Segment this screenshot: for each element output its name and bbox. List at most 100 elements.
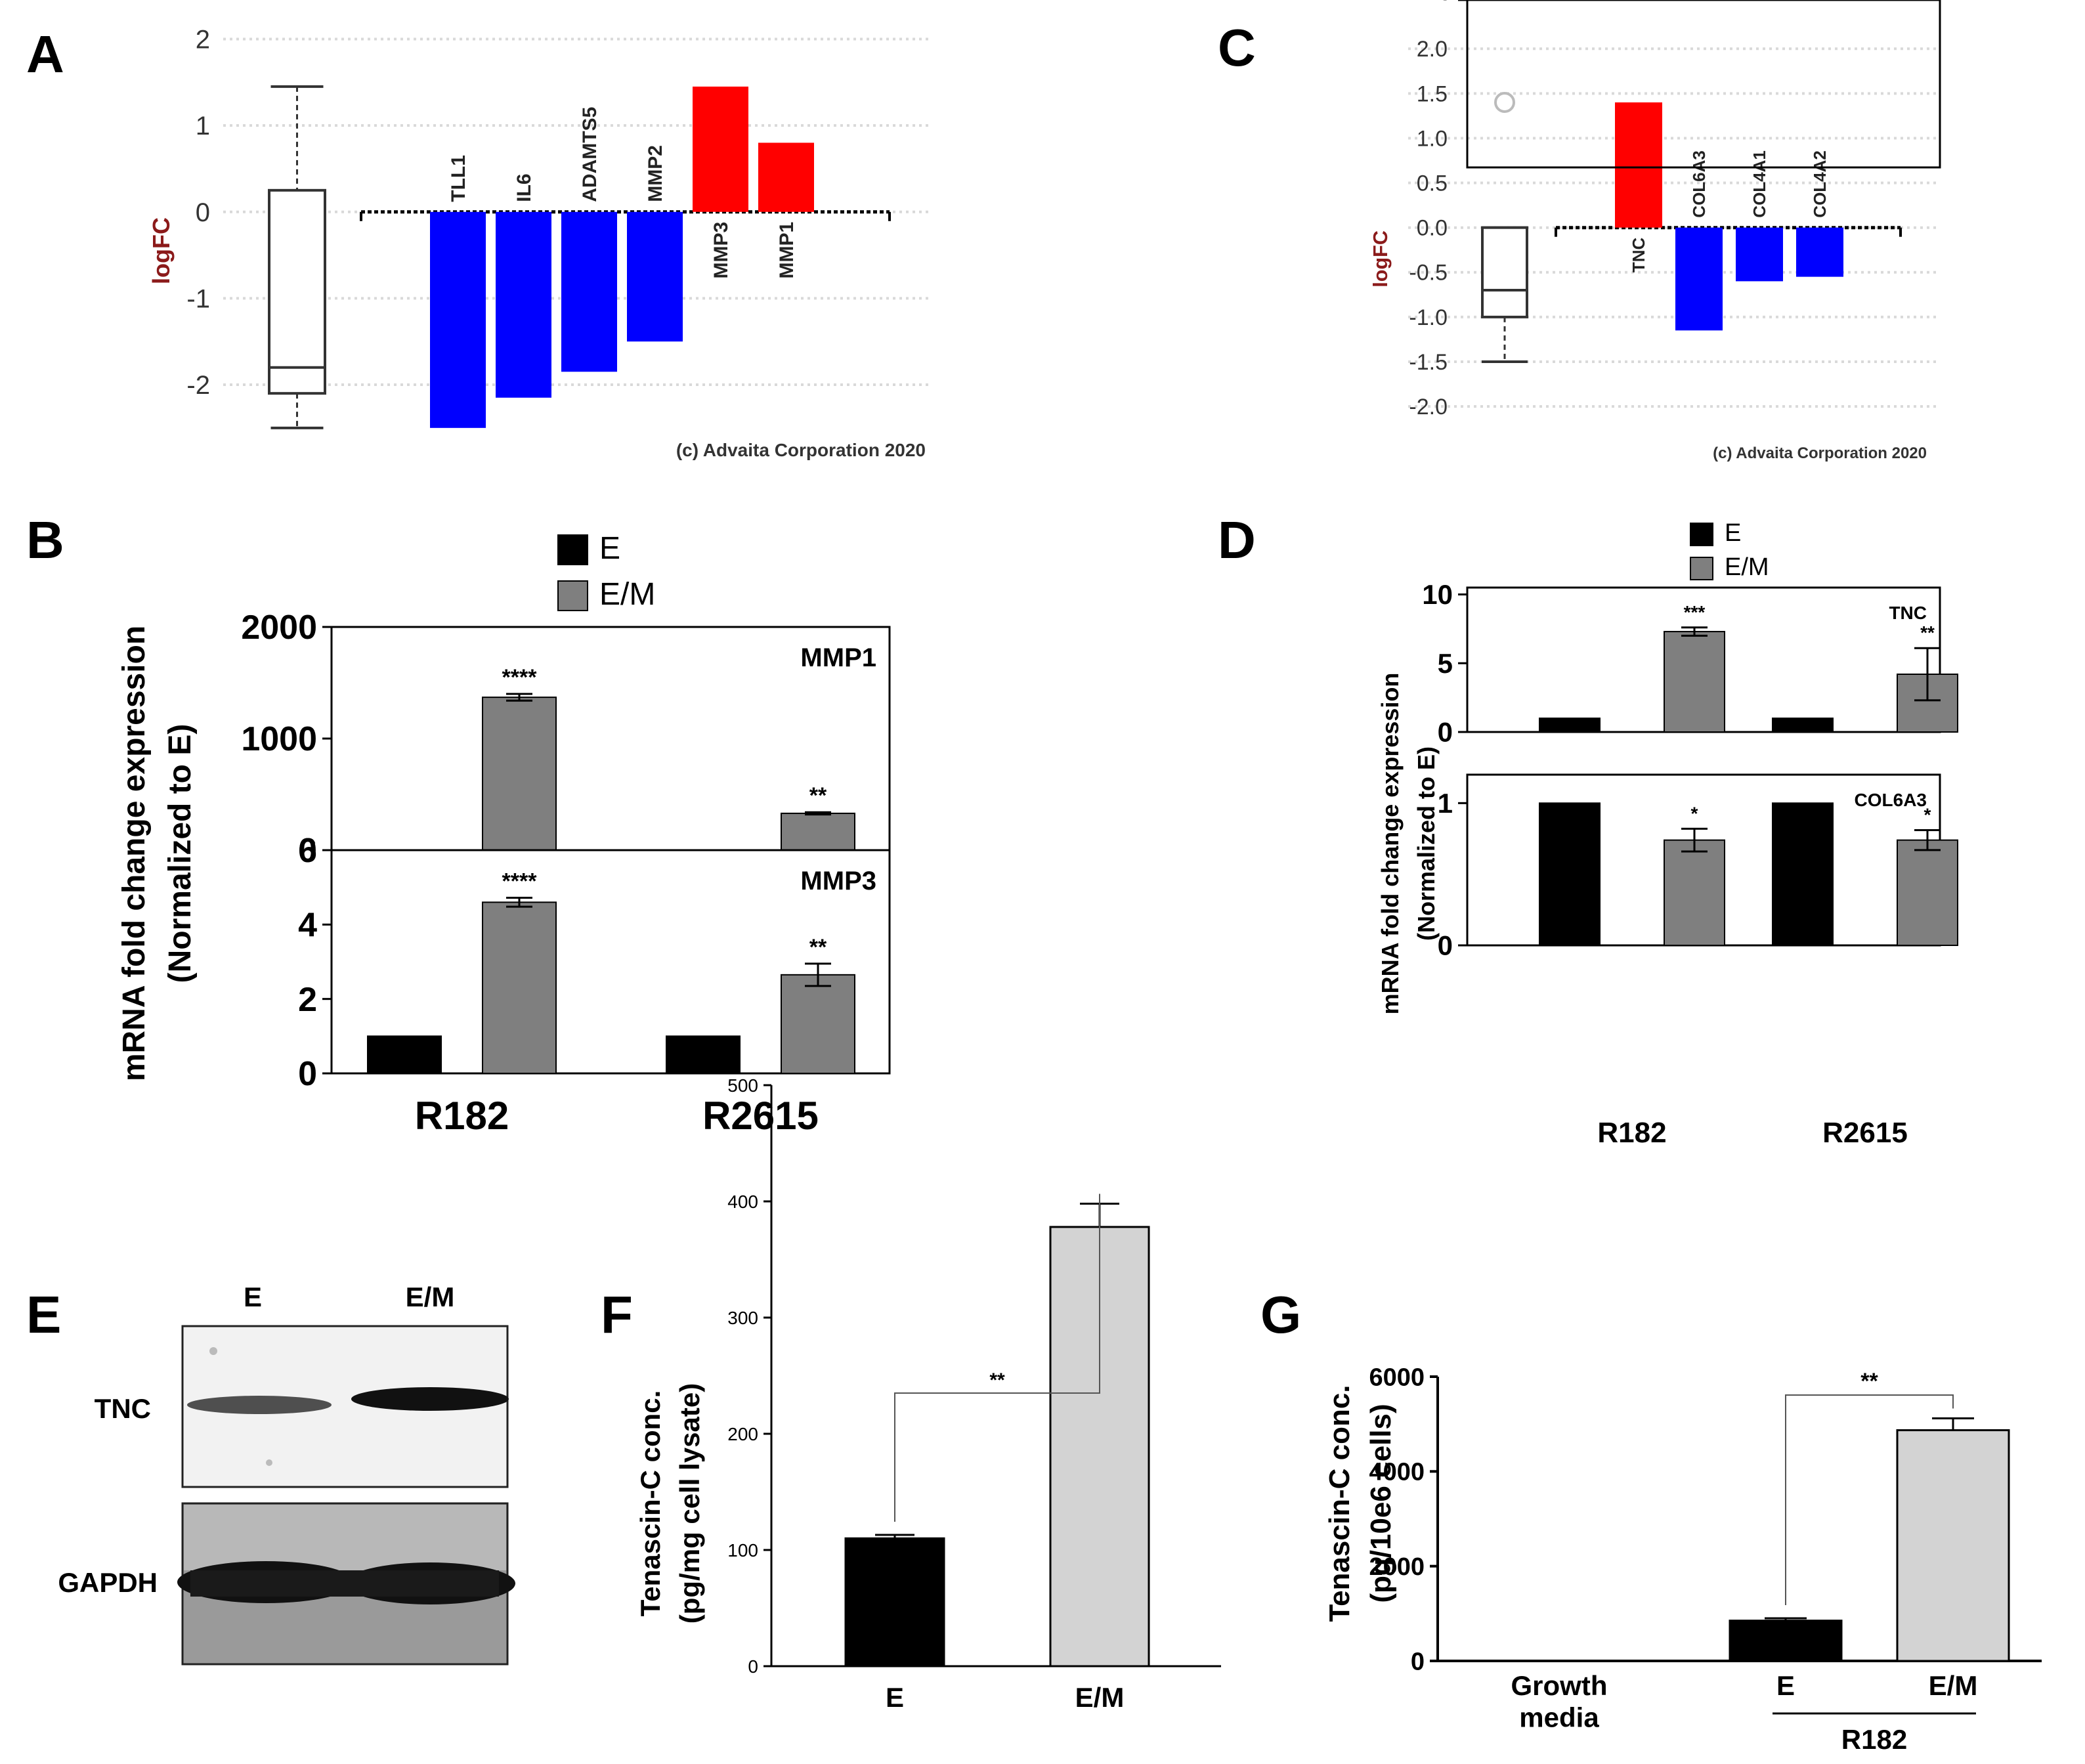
bar: [482, 901, 557, 1075]
blot-speck: [266, 1459, 272, 1466]
y-axis-label: logFC: [1369, 230, 1392, 288]
panel-label-d: D: [1218, 511, 1256, 569]
y-axis-label: mRNA fold change expression: [117, 626, 152, 1081]
significance-bracket: [1785, 1394, 1954, 1606]
gene-label: IL6: [513, 173, 535, 202]
panel-label-a: A: [26, 25, 64, 83]
subplot-frame: [1466, 0, 1941, 169]
panel-c-logfc-chart: 2.0 1.5 1.0 0.5 0.0 -0.5 -1.0 -1.5 -2.0 logFC TNC C…: [1369, 37, 1937, 462]
x-category-label: E/M: [1075, 1682, 1125, 1713]
y-tick-label: 0: [298, 1055, 317, 1093]
legend-label: E/M: [1725, 553, 1769, 581]
y-axis-label-secondary: (Normalized to E): [1413, 746, 1440, 941]
gene-label: COL6A3: [1855, 790, 1927, 810]
bar: [781, 812, 855, 851]
y-tick-label: 0: [1411, 1648, 1425, 1675]
y-tick-label: 400: [727, 1192, 758, 1212]
logfc-bar: [1736, 227, 1783, 282]
logfc-bar: [1675, 227, 1723, 331]
y-tick-label: 300: [727, 1308, 758, 1328]
x-category-label: R2615: [702, 1094, 819, 1138]
bar: [1539, 718, 1601, 733]
significance-label: *: [1691, 803, 1698, 823]
logfc-bar: [1796, 227, 1843, 277]
y-tick-label: -2.0: [1409, 395, 1448, 419]
blot-lane-label: E: [244, 1281, 262, 1312]
panel-a-logfc-chart: 2 1 0 -1 -2 logFC TLL1 IL6 ADAMTS5 MMP2 MMP3 MMP1 (c…: [148, 25, 932, 460]
significance-label: **: [989, 1369, 1005, 1391]
panel-e-western-blot: E E/M TNC GAPDH: [58, 1281, 515, 1666]
x-category-label: R182: [1597, 1117, 1666, 1149]
panel-label-f: F: [601, 1285, 633, 1344]
y-tick-label: 0: [1438, 717, 1453, 748]
panel-label-b: B: [26, 511, 64, 569]
y-tick-label: 0.5: [1417, 171, 1448, 196]
legend-swatch: [1690, 523, 1713, 546]
gene-label: MMP1: [776, 222, 798, 279]
y-tick-label: -1: [186, 284, 210, 313]
significance-label: ***: [1684, 602, 1706, 622]
blot-band: [187, 1396, 332, 1414]
y-tick-label: 6000: [1369, 1364, 1425, 1391]
significance-label: ****: [502, 869, 538, 894]
gene-label: MMP3: [800, 867, 876, 895]
y-tick-label: -1.5: [1409, 350, 1448, 375]
blot-membrane-shade: [184, 1505, 506, 1570]
blot-band: [190, 1570, 499, 1597]
significance-label: **: [1860, 1369, 1878, 1394]
gene-label: TLL1: [448, 155, 469, 202]
panel-label-e: E: [26, 1285, 61, 1344]
y-tick-label: 0: [298, 832, 317, 870]
bar: [1664, 631, 1725, 733]
panel-f-tenascin-chart: 0 100 200 300 400 500 E E/M ** Tenascin-C conc. (p…: [635, 1075, 1221, 1713]
gene-label: TNC: [1629, 237, 1648, 272]
gene-label: COL4A1: [1750, 150, 1769, 218]
logfc-bar: [496, 211, 551, 398]
y-tick-label: -0.5: [1409, 261, 1448, 286]
blot-band: [351, 1387, 509, 1411]
y-axis-label: logFC: [148, 217, 175, 284]
y-tick-label: 4: [298, 907, 317, 945]
blot-speck: [209, 1347, 217, 1355]
logfc-bar: [1615, 102, 1662, 228]
copyright-label: (c) Advaita Corporation 2020: [1713, 444, 1927, 462]
legend-label: E: [599, 531, 620, 566]
y-tick-label: 100: [727, 1540, 758, 1560]
y-tick-label: 10: [1422, 579, 1453, 610]
legend-swatch: [557, 534, 588, 565]
blot-protein-label: TNC: [95, 1393, 151, 1424]
boxplot-box: [268, 188, 326, 395]
x-category-label: R182: [415, 1094, 509, 1138]
x-category-label: R2615: [1822, 1117, 1908, 1149]
blot-protein-label: GAPDH: [58, 1567, 158, 1598]
y-tick-label: 1: [1438, 0, 1453, 6]
bar: [482, 697, 557, 851]
y-axis-label-secondary: (Normalized to E): [163, 724, 198, 983]
y-tick-label: 6: [298, 832, 317, 870]
logfc-bar: [758, 142, 814, 212]
y-tick-label: 2000: [241, 609, 317, 647]
significance-label: *: [1924, 805, 1931, 825]
y-axis-label: Tenascin-C conc.: [1323, 1385, 1356, 1622]
y-tick-label: 200: [727, 1424, 758, 1444]
gene-label: MMP1: [800, 643, 876, 672]
significance-label: **: [1920, 622, 1935, 643]
y-tick-label: 1.5: [1417, 81, 1448, 106]
x-category-label: media: [1519, 1702, 1599, 1732]
bar: [1772, 718, 1834, 733]
x-category-label: Growth: [1511, 1670, 1608, 1701]
y-tick-label: 0: [196, 198, 210, 227]
y-axis-label: Tenascin-C conc.: [635, 1390, 666, 1617]
panel-d-mrna-chart: EE/M0510TNC*****01COL6A3**01COL4A1***R18…: [1377, 0, 1958, 1149]
gene-label: COL4A2: [1810, 150, 1830, 218]
bar: [1772, 802, 1834, 947]
gene-label: TNC: [1889, 603, 1927, 623]
gene-label: COL4A1: [1855, 0, 1927, 4]
y-tick-label: 5: [1438, 648, 1453, 679]
gene-label: MMP2: [645, 145, 666, 202]
y-tick-label: 4000: [1369, 1459, 1425, 1486]
logfc-bar: [561, 211, 617, 372]
bar: [1896, 1429, 2010, 1662]
gene-label: MMP3: [710, 222, 732, 279]
